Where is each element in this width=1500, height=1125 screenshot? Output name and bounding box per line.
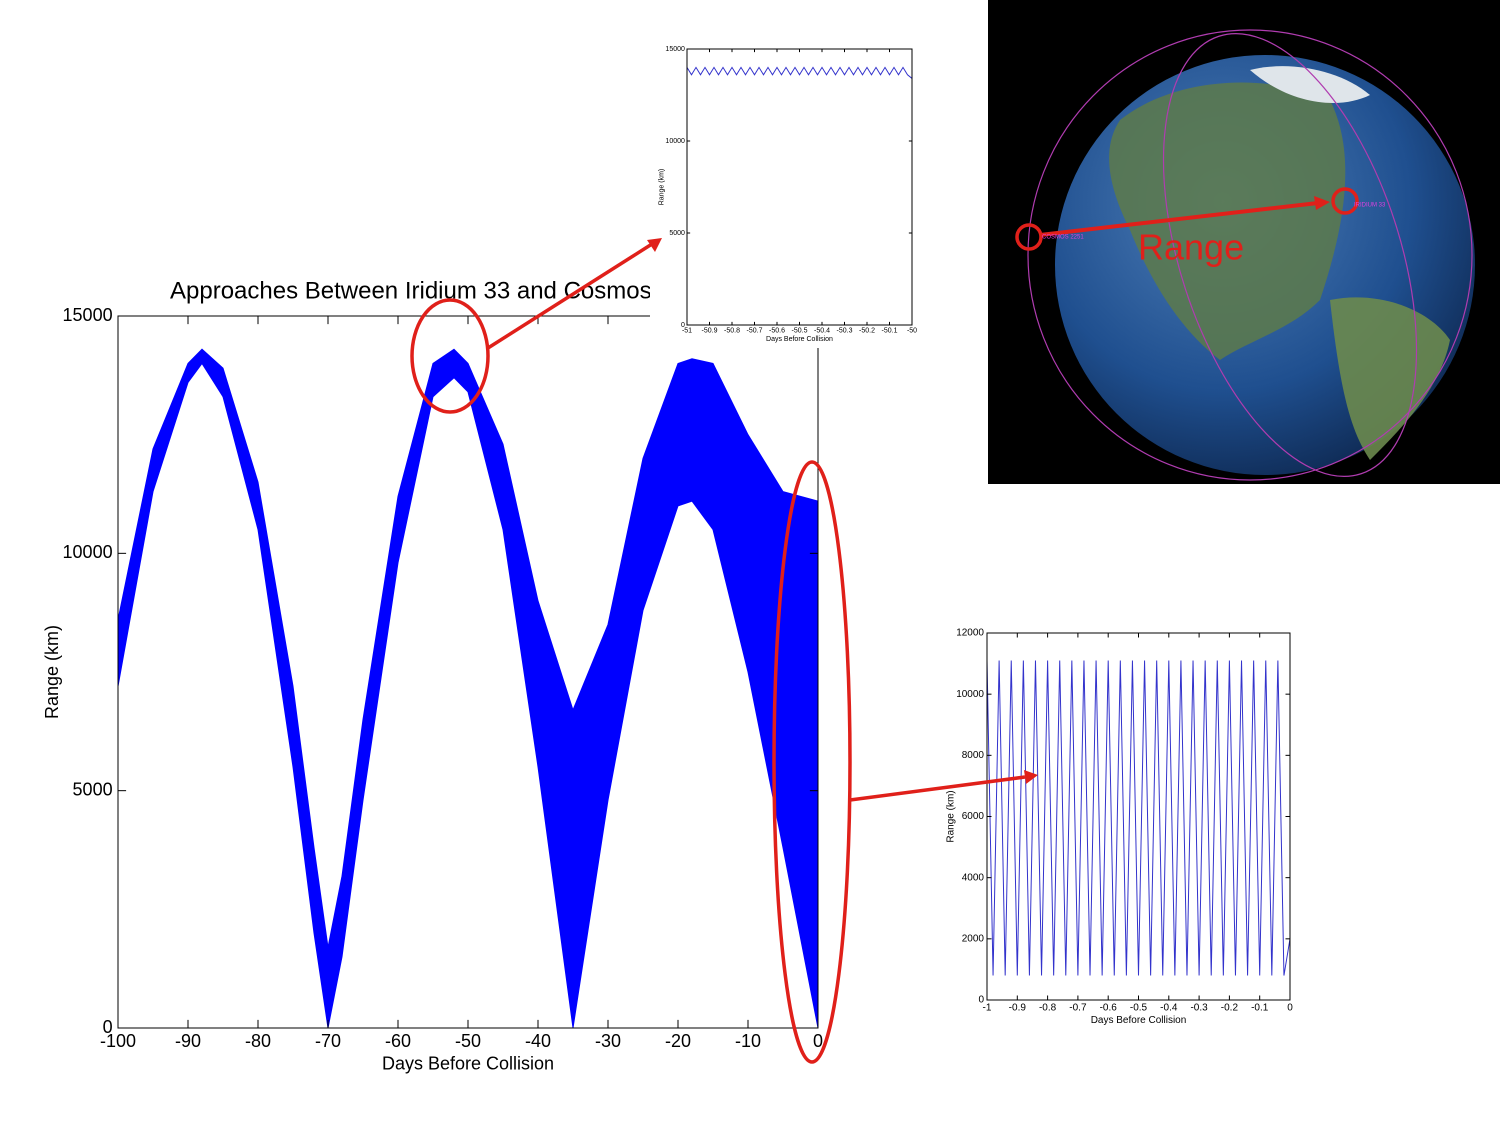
arrow-head: [1024, 770, 1038, 784]
x-tick-label: -50.9: [702, 327, 718, 334]
north-america: [1109, 82, 1346, 360]
orbit: [1027, 29, 1473, 481]
y-tick-label: 8000: [962, 750, 985, 761]
y-tick-label: 10000: [63, 542, 113, 562]
chart: Approaches Between Iridium 33 and Cosmos…: [42, 277, 823, 1073]
y-tick-label: 15000: [665, 46, 685, 53]
globe-panel: COSMOS 2251 IRIDIUM 33 Range: [988, 0, 1500, 484]
x-axis-label: Days Before Collision: [1091, 1015, 1187, 1026]
y-tick-label: 2000: [962, 933, 985, 944]
x-tick-label: -100: [100, 1031, 136, 1051]
x-tick-label: -1: [983, 1003, 992, 1014]
range-line: [686, 66, 913, 79]
x-tick-label: -80: [245, 1031, 271, 1051]
y-tick-label: 12000: [956, 628, 984, 639]
y-tick-label: 5000: [73, 779, 113, 799]
arrow-head: [1314, 196, 1330, 210]
callout-arrow: [487, 242, 653, 350]
orbit: [1162, 33, 1418, 477]
highlight-ellipse: [772, 460, 852, 1064]
x-tick-label: -0.1: [1251, 1003, 1269, 1014]
x-tick-label: -50.3: [837, 327, 853, 334]
y-tick-label: 10000: [956, 689, 984, 700]
y-axis-label: Range (km): [946, 790, 957, 842]
range-arrow: [1039, 201, 1319, 237]
ice-cap: [1250, 66, 1370, 103]
chart: -1 -0.9 -0.8 -0.7 -0.6 -0.5 -0.4 -0.3 -0.2 -0.1 0 0…: [940, 622, 1300, 1032]
satellite-label: IRIDIUM 33: [1354, 203, 1386, 209]
x-tick-label: 0: [813, 1031, 823, 1051]
x-tick-label: -51: [682, 327, 692, 334]
x-tick-label: -90: [175, 1031, 201, 1051]
range-band: [117, 348, 819, 1029]
satellite-label: COSMOS 2251: [1042, 235, 1084, 241]
x-tick-label: -0.9: [1009, 1003, 1027, 1014]
x-tick-label: -50.5: [792, 327, 808, 334]
x-tick-label: -50: [907, 327, 917, 334]
x-tick-label: -50.1: [882, 327, 898, 334]
x-tick-label: 0: [1287, 1003, 1293, 1014]
charts: Approaches Between Iridium 33 and Cosmos…: [42, 38, 1300, 1074]
chart: -51 -50.9 -50.8 -50.7 -50.6 -50.5 -50.4 -50.3 -5…: [650, 38, 925, 348]
south-america: [1330, 297, 1450, 460]
highlight-ellipse: [410, 298, 490, 414]
x-tick-label: -10: [735, 1031, 761, 1051]
x-tick-label: -0.3: [1190, 1003, 1208, 1014]
x-axis-label: Days Before Collision: [382, 1054, 554, 1074]
y-tick-label: 0: [103, 1017, 113, 1037]
x-tick-label: -50.2: [859, 327, 875, 334]
x-tick-label: -60: [385, 1031, 411, 1051]
x-tick-label: -0.2: [1221, 1003, 1239, 1014]
x-tick-label: -70: [315, 1031, 341, 1051]
range-label: Range: [1138, 227, 1244, 268]
highlight-circle: [1015, 223, 1043, 251]
x-tick-label: -50.8: [724, 327, 740, 334]
x-tick-label: -50.7: [747, 327, 763, 334]
y-tick-label: 0: [681, 322, 685, 329]
x-tick-label: -50: [455, 1031, 481, 1051]
y-tick-label: 6000: [962, 811, 985, 822]
x-tick-label: -30: [595, 1031, 621, 1051]
x-tick-label: -0.4: [1160, 1003, 1178, 1014]
highlight-circle: [1331, 187, 1359, 215]
y-tick-label: 5000: [669, 230, 685, 237]
x-tick-label: -40: [525, 1031, 551, 1051]
y-axis-label: Range (km): [42, 625, 62, 719]
x-tick-label: -20: [665, 1031, 691, 1051]
annotations: [410, 238, 1038, 1064]
x-tick-label: -0.5: [1130, 1003, 1148, 1014]
x-tick-label: -0.8: [1039, 1003, 1057, 1014]
y-tick-label: 4000: [962, 872, 985, 883]
arrow-head: [647, 238, 662, 252]
chart-background: [650, 38, 925, 348]
x-tick-label: -50.6: [769, 327, 785, 334]
x-tick-label: -0.6: [1100, 1003, 1118, 1014]
y-axis-label: Range (km): [659, 169, 666, 206]
x-tick-label: -50.4: [814, 327, 830, 334]
range-line: [986, 660, 1291, 976]
callout-arrow: [849, 775, 1026, 802]
y-tick-label: 0: [978, 995, 984, 1006]
y-tick-label: 15000: [63, 305, 113, 325]
x-tick-label: -0.7: [1069, 1003, 1087, 1014]
y-tick-label: 10000: [665, 138, 685, 145]
x-axis-label: Days Before Collision: [766, 336, 833, 343]
